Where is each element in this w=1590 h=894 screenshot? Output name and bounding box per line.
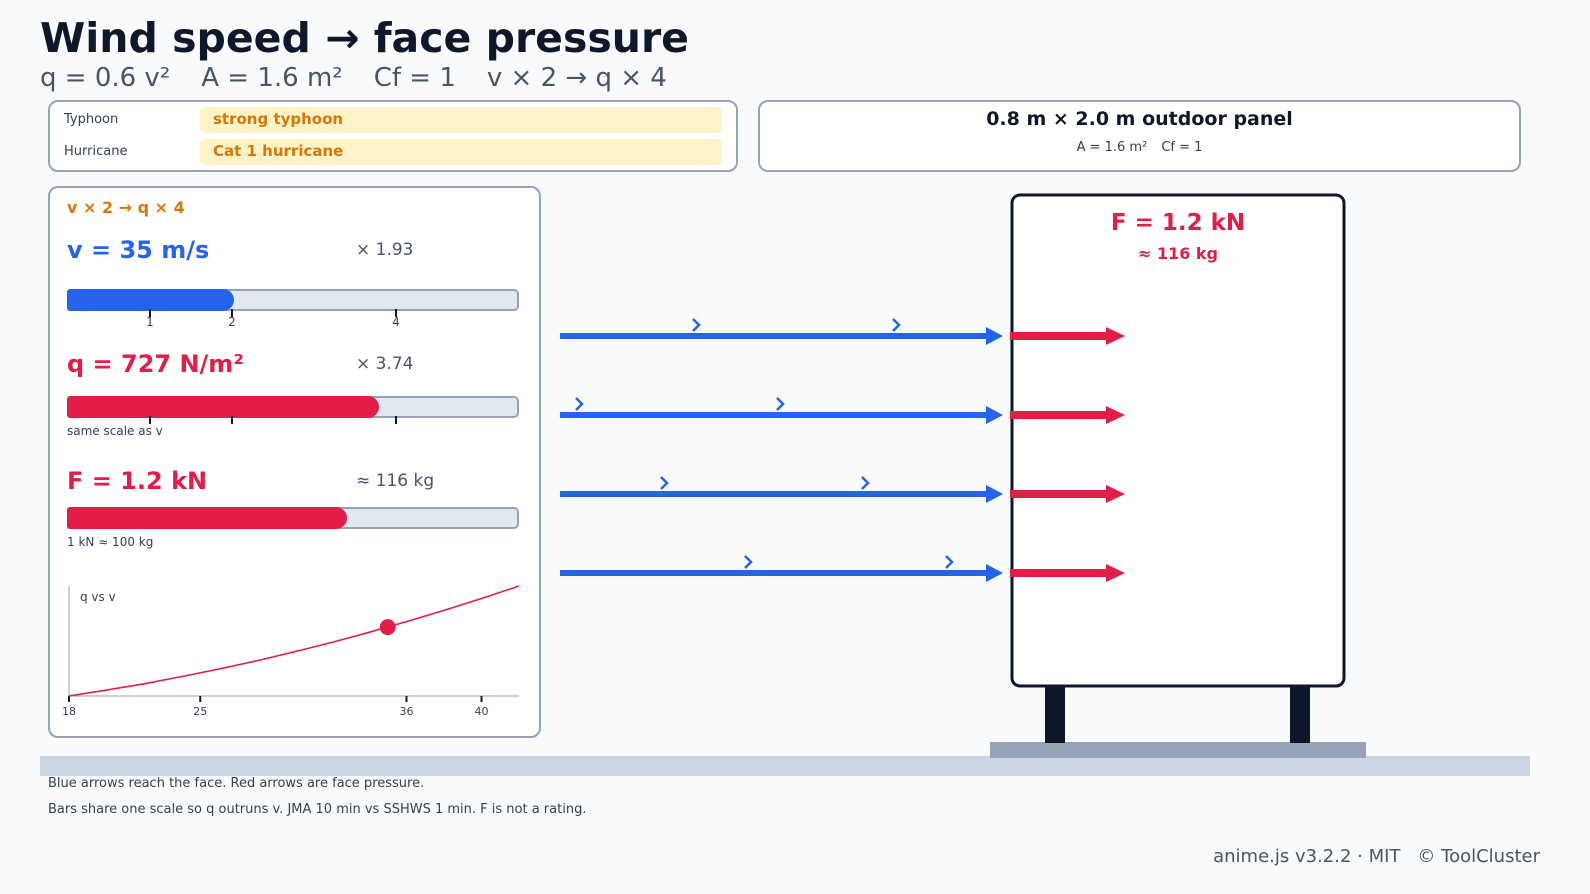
- velocity-tick-label: 1: [146, 315, 154, 329]
- wind-chevron: [861, 476, 870, 490]
- pressure-value: q = 727 N/m²: [67, 350, 244, 378]
- pressure-tick: [395, 416, 397, 424]
- panel-force-label: F = 1.2 kN: [1111, 210, 1245, 236]
- wind-arrow-shaft: [560, 491, 988, 497]
- wind-arrow-shaft: [560, 570, 988, 576]
- velocity-tick: [395, 309, 397, 317]
- library-credit: anime.js v3.2.2 · MIT: [1213, 846, 1401, 867]
- chart-title: q vs v: [80, 590, 116, 604]
- pressure-multiplier: × 3.74: [356, 354, 414, 374]
- region-row-hurricane: Hurricane Cat 1 hurricane: [64, 139, 724, 165]
- velocity-value: v = 35 m/s: [67, 236, 210, 264]
- wind-chevron: [744, 555, 753, 569]
- wind-chevron: [892, 318, 901, 332]
- panel-meta: A = 1.6 m² Cf = 1: [760, 140, 1519, 155]
- chart-x-tick-label: 40: [475, 705, 489, 718]
- wind-arrow-head: [986, 564, 1003, 582]
- chart-series-line: [68, 585, 520, 697]
- metrics-card: v × 2 → q × 4 v = 35 m/s × 1.93 1 2 4 q …: [48, 186, 541, 738]
- force-mass: ≈ 116 kg: [356, 471, 435, 491]
- chart-current-marker: [379, 619, 396, 636]
- pressure-tick: [231, 416, 233, 424]
- velocity-tick-label: 4: [392, 315, 400, 329]
- velocity-multiplier: × 1.93: [356, 240, 414, 260]
- chart-x-tick-label: 18: [62, 705, 76, 718]
- panel-mass-label: ≈ 116 kg: [1138, 244, 1218, 263]
- region-label: Typhoon: [64, 112, 119, 127]
- force-note: 1 kN ≈ 100 kg: [67, 535, 154, 549]
- chart-x-tick-label: 25: [193, 705, 207, 718]
- pressure-bar-fill: [67, 396, 379, 418]
- velocity-bar: 1 2 4: [67, 289, 519, 329]
- pressure-bar: [67, 396, 519, 424]
- footnote: Bars share one scale so q outruns v. JMA…: [48, 802, 587, 817]
- region-label: Hurricane: [64, 144, 128, 159]
- pressure-tick: [149, 416, 151, 424]
- formula-text: q = 0.6 v²: [40, 63, 171, 93]
- wind-chevron: [776, 397, 785, 411]
- pressure-arrow-shaft: [1010, 569, 1108, 577]
- pressure-arrow-head: [1106, 406, 1125, 424]
- wind-arrow-row: [560, 318, 1125, 345]
- region-row-typhoon: Typhoon strong typhoon: [64, 107, 724, 133]
- panel-leg: [1045, 686, 1065, 743]
- panel-base: [990, 742, 1366, 758]
- scaling-rule: v × 2 → q × 4: [67, 198, 185, 217]
- wind-chevron: [660, 476, 669, 490]
- wind-arrow-shaft: [560, 412, 988, 418]
- wind-arrow-row: [560, 397, 1125, 424]
- wind-chevron: [575, 397, 584, 411]
- wind-arrow-head: [986, 327, 1003, 345]
- wind-arrow-row: [560, 555, 1125, 582]
- page-title: Wind speed → face pressure: [40, 14, 689, 62]
- pressure-arrow-shaft: [1010, 490, 1108, 498]
- velocity-tick: [231, 309, 233, 317]
- formula-line: q = 0.6 v² A = 1.6 m² Cf = 1 v × 2 → q × 4: [40, 63, 698, 93]
- wind-arrow-shaft: [560, 333, 988, 339]
- panel-title: 0.8 m × 2.0 m outdoor panel: [986, 108, 1293, 130]
- force-value: F = 1.2 kN: [67, 467, 208, 495]
- pressure-arrow-head: [1106, 485, 1125, 503]
- wind-arrow-row: [560, 476, 1125, 503]
- credits: anime.js v3.2.2 · MIT © ToolCluster: [1196, 846, 1540, 867]
- wind-arrow-head: [986, 406, 1003, 424]
- chart-x-tick-label: 36: [400, 705, 414, 718]
- scaling-text: v × 2 → q × 4: [486, 63, 667, 93]
- panel-coef: Cf = 1: [1161, 140, 1203, 155]
- q-vs-v-chart: q vs v 18 25 36 40: [62, 585, 520, 718]
- panel-board: [1010, 193, 1346, 688]
- copyright: © ToolCluster: [1417, 846, 1540, 867]
- panel-area: A = 1.6 m²: [1076, 140, 1148, 155]
- pressure-note: same scale as v: [67, 424, 163, 438]
- region-card: Typhoon strong typhoon Hurricane Cat 1 h…: [48, 100, 738, 172]
- region-badge: Cat 1 hurricane: [200, 139, 722, 165]
- pressure-arrow-head: [1106, 327, 1125, 345]
- footnote: Blue arrows reach the face. Red arrows a…: [48, 776, 425, 791]
- wind-chevron: [692, 318, 701, 332]
- area-text: A = 1.6 m²: [201, 63, 343, 93]
- velocity-bar-fill: [67, 289, 235, 311]
- pressure-arrow-head: [1106, 564, 1125, 582]
- panel-leg: [1290, 686, 1310, 743]
- pressure-arrow-shaft: [1010, 411, 1108, 419]
- velocity-tick-label: 2: [228, 315, 236, 329]
- force-bar-fill: [67, 507, 348, 529]
- wind-chevron: [945, 555, 954, 569]
- ground: [40, 756, 1530, 776]
- region-badge: strong typhoon: [200, 107, 722, 133]
- wind-arrow-head: [986, 485, 1003, 503]
- coef-text: Cf = 1: [373, 63, 456, 93]
- force-bar: [67, 507, 519, 529]
- panel-info-card: 0.8 m × 2.0 m outdoor panel A = 1.6 m² Cf…: [758, 100, 1521, 172]
- pressure-arrow-shaft: [1010, 332, 1108, 340]
- velocity-tick: [149, 309, 151, 317]
